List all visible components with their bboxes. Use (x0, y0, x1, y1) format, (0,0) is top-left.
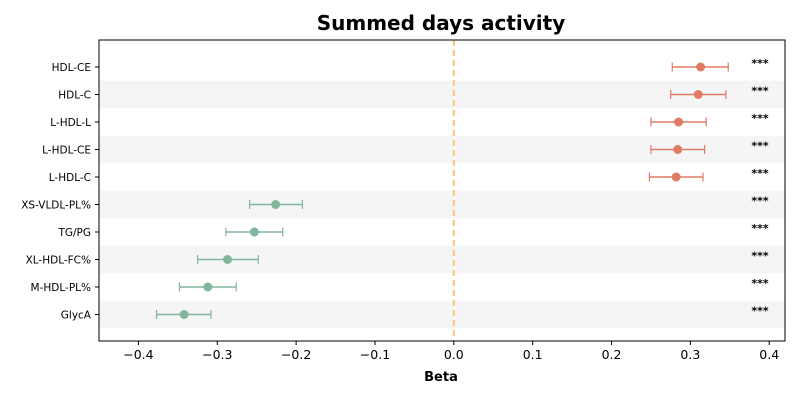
y-tick-label: TG/PG (57, 227, 91, 239)
x-tick-label: −0.3 (202, 347, 232, 362)
point-estimate (693, 90, 703, 99)
plot-frame (98, 39, 786, 342)
y-tick-label: L-HDL-CE (42, 145, 91, 157)
x-tick-label: −0.2 (281, 347, 311, 362)
estimate-row (648, 172, 704, 182)
x-tick-label: −0.1 (360, 347, 390, 362)
forest-marks (155, 62, 729, 319)
estimate-row (178, 282, 237, 292)
significance-label: *** (751, 112, 769, 125)
x-tick-label: 0.3 (680, 347, 700, 362)
point-estimate (203, 282, 213, 292)
estimate-row (196, 255, 259, 264)
y-tick-label: M-HDL-PL% (31, 282, 91, 294)
significance-label: *** (751, 305, 769, 318)
row-band (99, 190, 785, 219)
y-tick-label: GlycA (61, 310, 92, 322)
estimate-row (670, 90, 727, 99)
point-estimate (673, 145, 683, 154)
x-tick-label: 0.0 (444, 347, 464, 362)
y-tick-label: HDL-CE (52, 62, 91, 74)
estimate-row (225, 227, 284, 237)
point-estimate (249, 227, 259, 237)
estimate-row (671, 62, 729, 72)
point-estimate (179, 310, 189, 319)
x-axis: −0.4 −0.3 −0.2 −0.1 0.0 0.1 0.2 0.3 0.4 (123, 341, 779, 362)
significance-label: *** (751, 140, 769, 153)
significance-labels: *** *** *** *** *** *** *** *** *** *** (751, 57, 769, 318)
row-band (99, 300, 785, 329)
estimate-row (249, 200, 304, 209)
y-tick-label: XL-HDL-FC% (26, 255, 91, 267)
point-estimate (696, 62, 706, 72)
x-tick-label: 0.1 (523, 347, 543, 362)
estimate-row (155, 310, 212, 319)
estimate-row (650, 145, 706, 154)
point-estimate (674, 117, 684, 127)
chart-title: Summed days activity (317, 11, 566, 35)
row-bands (99, 80, 785, 329)
significance-label: *** (751, 250, 769, 263)
x-tick-label: −0.4 (123, 347, 153, 362)
x-axis-label: Beta (424, 370, 458, 385)
x-tick-label: 0.2 (602, 347, 622, 362)
significance-label: *** (751, 85, 769, 98)
significance-label: *** (751, 222, 769, 235)
significance-label: *** (751, 195, 769, 208)
y-tick-label: HDL-C (58, 90, 91, 102)
y-tick-labels: HDL-CE HDL-C L-HDL-L L-HDL-CE L-HDL-C XS-VLDL… (21, 62, 99, 322)
point-estimate (671, 172, 681, 182)
y-tick-label: XS-VLDL-PL% (21, 200, 91, 212)
significance-label: *** (751, 277, 769, 290)
x-tick-label: 0.4 (759, 347, 779, 362)
significance-label: *** (751, 167, 769, 180)
y-tick-label: L-HDL-L (50, 117, 91, 129)
significance-label: *** (751, 57, 769, 70)
y-tick-label: L-HDL-C (49, 172, 91, 184)
estimate-row (650, 117, 707, 127)
point-estimate (223, 255, 233, 264)
point-estimate (271, 200, 281, 209)
